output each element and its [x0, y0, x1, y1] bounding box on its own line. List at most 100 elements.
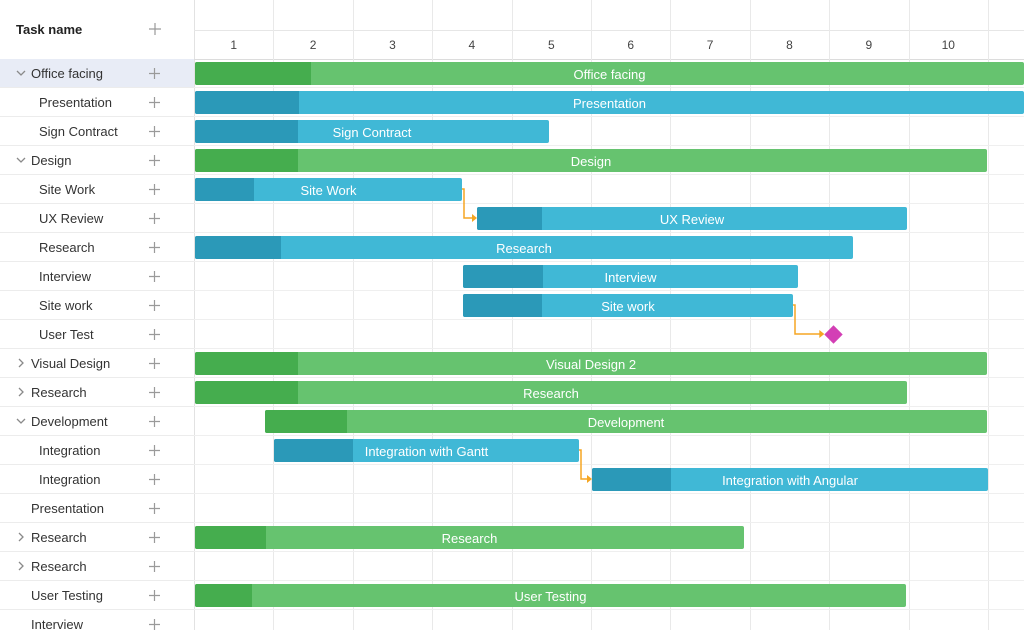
task-row-interview[interactable]: Interview: [0, 262, 194, 291]
row-divider: [194, 232, 1024, 233]
day-label: 7: [706, 38, 714, 52]
day-label: 8: [786, 38, 793, 52]
task-row-design[interactable]: Design: [0, 146, 194, 175]
timescale-upper: [194, 0, 1024, 31]
task-name-label: Research: [39, 240, 95, 255]
task-row-user-test[interactable]: User Test: [0, 320, 194, 349]
chevron-down-icon[interactable]: [15, 67, 27, 79]
row-divider: [194, 145, 1024, 146]
task-row-development[interactable]: Development: [0, 407, 194, 436]
chevron-down-icon[interactable]: [15, 415, 27, 427]
add-subtask-icon[interactable]: [148, 386, 161, 399]
chevron-right-icon[interactable]: [15, 531, 27, 543]
task-progress-fill: [195, 352, 298, 375]
add-subtask-icon[interactable]: [148, 357, 161, 370]
row-divider: [194, 609, 1024, 610]
task-row-presentation[interactable]: Presentation: [0, 494, 194, 523]
task-bar-site-work[interactable]: Site Work: [195, 178, 462, 201]
task-row-site-work[interactable]: Site work: [0, 291, 194, 320]
task-name-label: Development: [31, 414, 108, 429]
task-bar-label: Integration with Gantt: [364, 444, 489, 459]
task-bar-presentation[interactable]: Presentation: [195, 91, 1024, 114]
add-subtask-icon[interactable]: [148, 531, 161, 544]
task-row-sign-contract[interactable]: Sign Contract: [0, 117, 194, 146]
row-divider: [194, 203, 1024, 204]
task-row-site-work[interactable]: Site Work: [0, 175, 194, 204]
add-subtask-icon[interactable]: [148, 212, 161, 225]
task-name-label: UX Review: [39, 211, 104, 226]
task-bar-integration-with-gantt[interactable]: Integration with Gantt: [274, 439, 579, 462]
task-row-presentation[interactable]: Presentation: [0, 88, 194, 117]
task-row-integration[interactable]: Integration: [0, 436, 194, 465]
timeline: 1 2 3 4 5 6 7 8 9 10 Office facing Presentation Sig…: [194, 0, 1024, 630]
task-bar-research[interactable]: Research: [195, 526, 744, 549]
add-subtask-icon[interactable]: [148, 444, 161, 457]
task-bar-ux-review[interactable]: UX Review: [477, 207, 907, 230]
task-row-visual-design[interactable]: Visual Design: [0, 349, 194, 378]
task-row-ux-review[interactable]: UX Review: [0, 204, 194, 233]
task-bar-label: Presentation: [573, 96, 646, 111]
row-divider: [194, 116, 1024, 117]
add-subtask-icon[interactable]: [148, 241, 161, 254]
task-bar-label: Research: [441, 531, 498, 546]
add-subtask-icon[interactable]: [148, 618, 161, 630]
task-name-label: Interview: [31, 617, 84, 630]
add-subtask-icon[interactable]: [148, 96, 161, 109]
task-name-column-header: Task name: [16, 22, 83, 37]
task-row-research[interactable]: Research: [0, 523, 194, 552]
task-bar-visual-design-2[interactable]: Visual Design 2: [195, 352, 987, 375]
dependency-link[interactable]: [579, 449, 588, 480]
task-bar-office-facing[interactable]: Office facing: [195, 62, 1024, 85]
day-label: 2: [309, 38, 317, 52]
task-bar-integration-with-angular[interactable]: Integration with Angular: [592, 468, 988, 491]
add-subtask-icon[interactable]: [148, 67, 161, 80]
add-subtask-icon[interactable]: [148, 502, 161, 515]
task-bar-user-testing[interactable]: User Testing: [195, 584, 906, 607]
add-subtask-icon[interactable]: [148, 270, 161, 283]
chevron-right-icon[interactable]: [15, 386, 27, 398]
task-name-label: Site Work: [39, 182, 96, 197]
add-subtask-icon[interactable]: [148, 154, 161, 167]
add-subtask-icon[interactable]: [148, 473, 161, 486]
add-subtask-icon[interactable]: [148, 183, 161, 196]
task-bar-research[interactable]: Research: [195, 381, 907, 404]
day-divider: [273, 0, 274, 630]
dependency-link[interactable]: [793, 304, 821, 335]
add-subtask-icon[interactable]: [148, 299, 161, 312]
dependency-link[interactable]: [462, 188, 473, 219]
task-row-integration[interactable]: Integration: [0, 465, 194, 494]
task-row-research[interactable]: Research: [0, 378, 194, 407]
task-bar-design[interactable]: Design: [195, 149, 987, 172]
task-row-research[interactable]: Research: [0, 233, 194, 262]
task-bar-sign-contract[interactable]: Sign Contract: [195, 120, 549, 143]
row-divider: [194, 435, 1024, 436]
day-label: 4: [468, 38, 476, 52]
chevron-down-icon[interactable]: [15, 154, 27, 166]
day-label: 10: [941, 38, 955, 52]
task-bar-development[interactable]: Development: [265, 410, 987, 433]
add-subtask-icon[interactable]: [148, 328, 161, 341]
add-subtask-icon[interactable]: [148, 125, 161, 138]
row-divider: [194, 580, 1024, 581]
task-row-interview[interactable]: Interview: [0, 610, 194, 630]
task-row-office-facing[interactable]: Office facing: [0, 59, 194, 88]
task-row-research[interactable]: Research: [0, 552, 194, 581]
task-bar-label: Interview: [604, 270, 657, 285]
task-bar-interview[interactable]: Interview: [463, 265, 798, 288]
chevron-right-icon[interactable]: [15, 357, 27, 369]
chevron-right-icon[interactable]: [15, 560, 27, 572]
task-bar-site-work[interactable]: Site work: [463, 294, 793, 317]
add-subtask-icon[interactable]: [148, 560, 161, 573]
task-progress-fill: [195, 62, 312, 85]
add-subtask-icon[interactable]: [148, 589, 161, 602]
row-divider: [194, 319, 1024, 320]
row-divider: [194, 551, 1024, 552]
task-row-user-testing[interactable]: User Testing: [0, 581, 194, 610]
task-bar-research[interactable]: Research: [195, 236, 853, 259]
task-bar-label: Development: [587, 415, 665, 430]
add-task-icon[interactable]: [146, 20, 164, 38]
task-bar-label: Site Work: [300, 183, 357, 198]
add-subtask-icon[interactable]: [148, 415, 161, 428]
task-progress-fill: [195, 91, 299, 114]
